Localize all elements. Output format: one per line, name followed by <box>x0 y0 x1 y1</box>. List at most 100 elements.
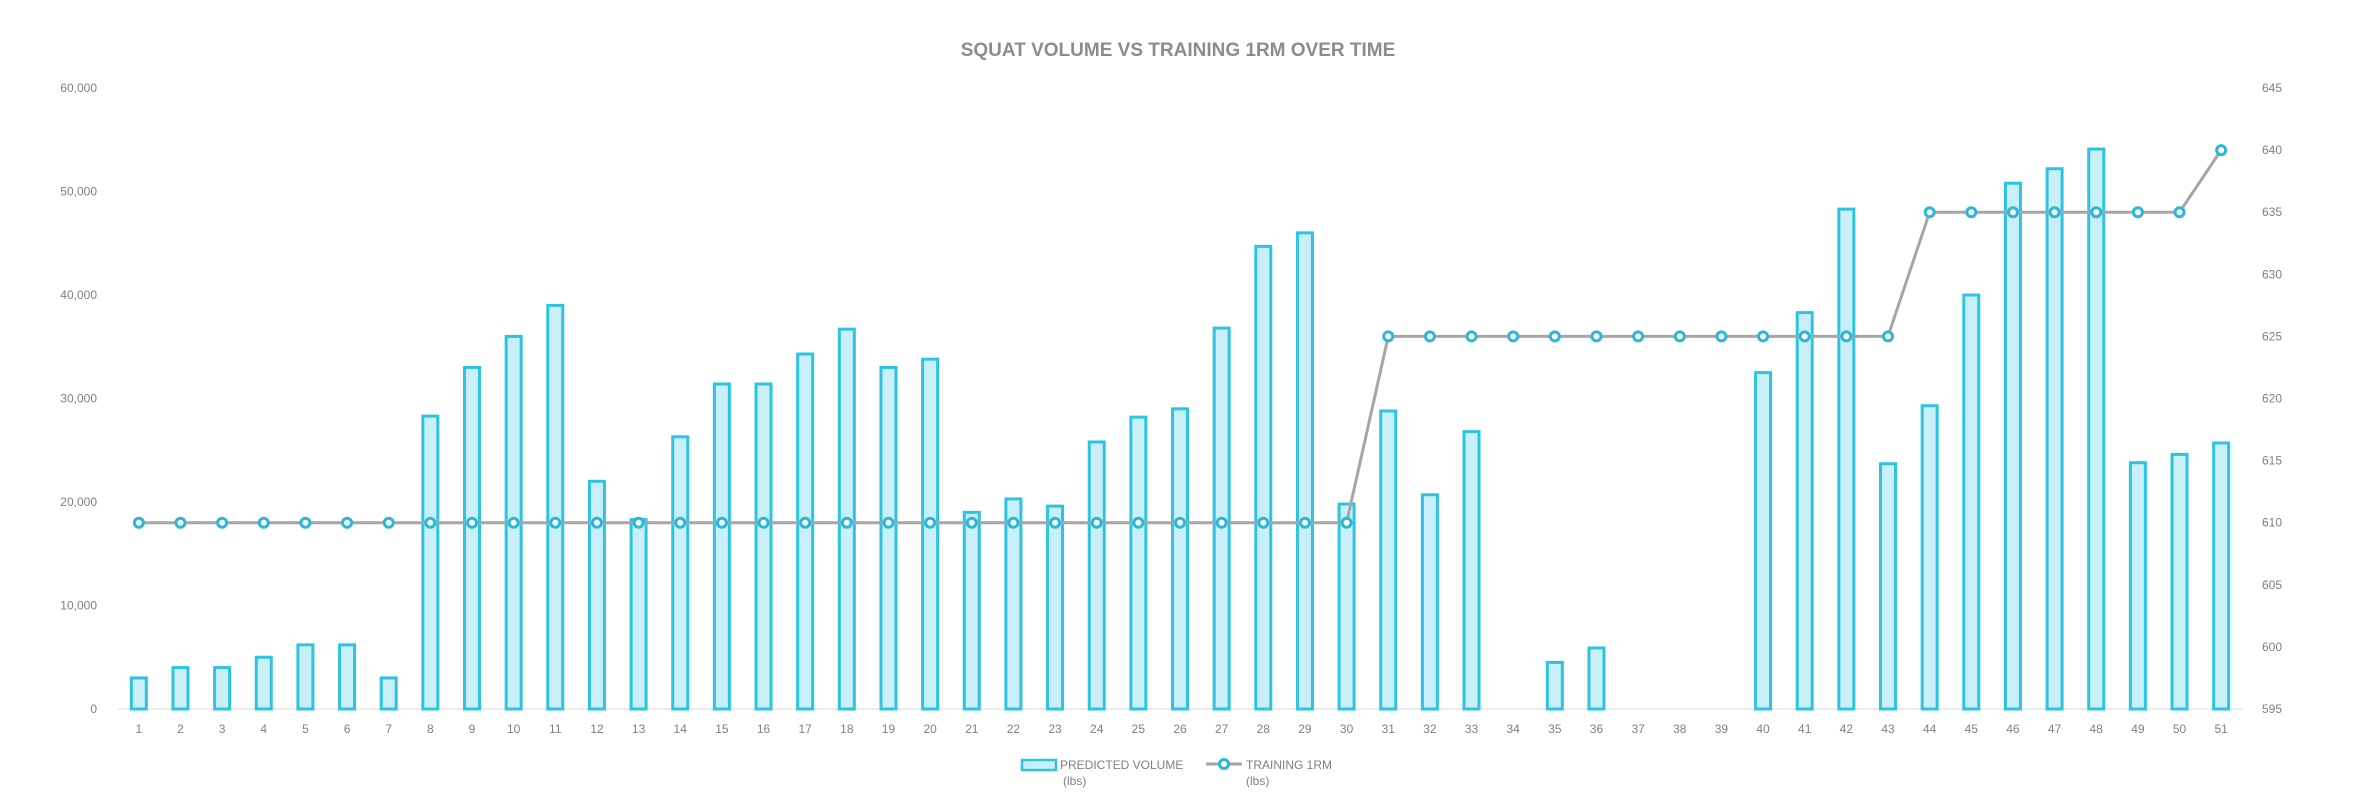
volume-bar <box>1046 504 1065 711</box>
volume-bar <box>879 365 898 711</box>
volume-bar <box>2170 452 2189 711</box>
x-tick-label: 32 <box>1423 722 1437 736</box>
left-tick-label: 30,000 <box>60 392 97 406</box>
x-tick-label: 44 <box>1923 722 1937 736</box>
volume-bar <box>1920 404 1939 711</box>
legend-label-volume-unit: (lbs) <box>1063 774 1086 788</box>
x-tick-label: 42 <box>1840 722 1854 736</box>
left-tick-label: 10,000 <box>60 599 97 613</box>
legend: PREDICTED VOLUME (lbs) TRAINING 1RM (lbs… <box>1020 758 1332 788</box>
x-tick-label: 20 <box>923 722 937 736</box>
one-rm-point <box>1298 516 1311 529</box>
x-tick-label: 36 <box>1590 722 1604 736</box>
x-tick-label: 12 <box>590 722 604 736</box>
volume-bar <box>2003 181 2022 711</box>
x-tick-label: 46 <box>2006 722 2020 736</box>
one-rm-point <box>799 516 812 529</box>
one-rm-point <box>2173 206 2186 219</box>
one-rm-point <box>1090 516 1103 529</box>
one-rm-line <box>132 144 2228 529</box>
volume-bar <box>2087 147 2106 711</box>
legend-item-1rm: TRAINING 1RM (lbs) <box>1206 758 1332 788</box>
volume-bar <box>2212 441 2231 711</box>
volume-bar <box>1587 646 1606 711</box>
one-rm-point <box>632 516 645 529</box>
one-rm-point <box>674 516 687 529</box>
x-tick-label: 37 <box>1631 722 1645 736</box>
one-rm-point <box>2131 206 2144 219</box>
volume-bar <box>1837 207 1856 711</box>
one-rm-point <box>965 516 978 529</box>
volume-bar <box>254 655 273 711</box>
one-rm-point <box>1673 330 1686 343</box>
x-tick-label: 17 <box>798 722 812 736</box>
x-tick-label: 34 <box>1506 722 1520 736</box>
volume-bar <box>587 479 606 711</box>
volume-bar <box>921 357 940 711</box>
x-tick-label: 15 <box>715 722 729 736</box>
left-tick-label: 40,000 <box>60 288 97 302</box>
volume-bars <box>129 147 2231 711</box>
one-rm-point <box>1007 516 1020 529</box>
x-tick-label: 27 <box>1215 722 1229 736</box>
one-rm-point <box>1798 330 1811 343</box>
x-tick-label: 47 <box>2048 722 2062 736</box>
one-rm-point <box>1340 516 1353 529</box>
right-tick-label: 625 <box>2262 329 2282 343</box>
one-rm-point <box>1923 206 1936 219</box>
legend-label-1rm: TRAINING 1RM <box>1246 758 1332 772</box>
one-rm-point <box>882 516 895 529</box>
one-rm-point <box>466 516 478 529</box>
one-rm-point <box>341 516 354 529</box>
x-tick-label: 7 <box>385 722 392 736</box>
left-tick-label: 20,000 <box>60 495 97 509</box>
one-rm-point <box>299 516 312 529</box>
one-rm-point <box>549 516 562 529</box>
volume-bar <box>1462 430 1481 711</box>
x-tick-label: 21 <box>965 722 979 736</box>
one-rm-point <box>840 516 853 529</box>
volume-bar <box>379 676 398 711</box>
one-rm-point <box>1465 330 1478 343</box>
chart-title: SQUAT VOLUME VS TRAINING 1RM OVER TIME <box>961 40 1396 61</box>
x-tick-label: 40 <box>1756 722 1770 736</box>
legend-swatch-1rm-marker <box>1218 758 1230 770</box>
left-tick-label: 50,000 <box>60 185 97 199</box>
x-tick-label: 31 <box>1382 722 1396 736</box>
one-rm-point <box>715 516 728 529</box>
volume-bar <box>1295 231 1314 711</box>
volume-bar <box>1129 415 1148 711</box>
legend-label-volume: PREDICTED VOLUME <box>1060 758 1183 772</box>
x-tick-label: 45 <box>1965 722 1979 736</box>
one-rm-point <box>1882 330 1894 343</box>
x-tick-label: 48 <box>2090 722 2104 736</box>
volume-bar <box>1754 371 1773 711</box>
x-tick-label: 22 <box>1007 722 1021 736</box>
legend-swatch-volume <box>1020 758 1058 772</box>
x-tick-label: 35 <box>1548 722 1562 736</box>
x-tick-label: 24 <box>1090 722 1104 736</box>
one-rm-point <box>1590 330 1603 343</box>
one-rm-point <box>216 516 229 529</box>
right-tick-label: 635 <box>2262 205 2282 219</box>
volume-bar <box>338 643 357 711</box>
one-rm-point <box>1548 330 1561 343</box>
one-rm-point <box>2090 206 2103 219</box>
x-axis: 1 2 3 4 5 6 7 8 9 10 11 12 13 14 15 16 17 18 19 20 21 22 23 24 2… <box>118 708 2242 736</box>
one-rm-point <box>2215 144 2228 157</box>
x-tick-label: 3 <box>219 722 226 736</box>
one-rm-point <box>1840 330 1853 343</box>
volume-bar <box>213 666 232 711</box>
x-tick-label: 9 <box>469 722 476 736</box>
x-tick-label: 4 <box>260 722 267 736</box>
x-tick-label: 1 <box>135 722 142 736</box>
volume-bar <box>1962 293 1981 711</box>
right-tick-label: 620 <box>2262 392 2282 406</box>
one-rm-point <box>1423 330 1436 343</box>
x-tick-label: 28 <box>1257 722 1271 736</box>
volume-bar <box>129 676 148 711</box>
x-tick-label: 23 <box>1048 722 1062 736</box>
one-rm-point <box>1632 330 1645 343</box>
